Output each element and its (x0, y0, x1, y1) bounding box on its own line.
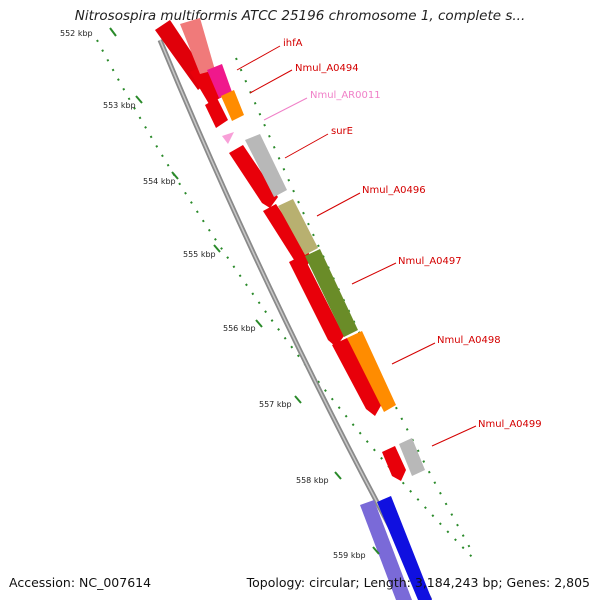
kbp-ticks: 552 kbp 553 kbp 554 kbp 555 kbp 556 kbp … (60, 27, 380, 560)
gene-label: Nmul_A0494 (295, 63, 359, 74)
minus-strand-genes (155, 20, 412, 600)
gene-arrow (207, 64, 232, 98)
gene-arrow (190, 65, 222, 104)
tick-label: 556 kbp (223, 324, 256, 333)
accession-text: Accession: NC_007614 (9, 575, 152, 590)
gene-arrow (263, 204, 312, 270)
plus-strand-genes (180, 18, 432, 600)
gene-arrow (221, 90, 244, 121)
gene-label: ihfA (283, 38, 303, 49)
topology-summary: Topology: circular; Length: 3,184,243 bp… (246, 575, 590, 590)
gene-arrow (332, 338, 383, 416)
gene-arrow (399, 438, 425, 476)
kbp-dotted-track (96, 39, 476, 561)
gene-arrow (382, 446, 406, 481)
gene-arrow (229, 145, 278, 208)
gene-label: Nmul_A0499 (478, 419, 542, 430)
gene-arrow (360, 500, 412, 600)
label-leaders (236, 45, 477, 447)
tick-label: 559 kbp (333, 551, 366, 560)
gene-arrow (222, 132, 234, 144)
tick-label: 558 kbp (296, 476, 329, 485)
tick-label: 552 kbp (60, 29, 93, 38)
tick-label: 557 kbp (259, 400, 292, 409)
gene-labels: ihfA Nmul_A0494 Nmul_AR0011 surE Nmul_A0… (283, 38, 542, 430)
gene-label: Nmul_A0498 (437, 335, 501, 346)
map-title: Nitrosospira multiformis ATCC 25196 chro… (74, 8, 526, 24)
tick-label: 553 kbp (103, 101, 136, 110)
gene-label: Nmul_A0496 (362, 185, 426, 196)
gene-arrow (180, 18, 215, 74)
gene-arrow (205, 98, 228, 128)
gene-label: surE (331, 126, 353, 137)
gene-label: Nmul_AR0011 (310, 90, 381, 101)
gene-arrow (289, 255, 344, 347)
inner-dotted-track (235, 57, 471, 549)
gene-arrow (278, 199, 318, 255)
gene-arrow (377, 496, 432, 600)
gene-arrow (305, 249, 358, 337)
tick-label: 555 kbp (183, 250, 216, 259)
gene-label: Nmul_A0497 (398, 256, 462, 267)
gene-arrow (347, 331, 396, 412)
gene-arrow (245, 134, 287, 197)
tick-label: 554 kbp (143, 177, 176, 186)
